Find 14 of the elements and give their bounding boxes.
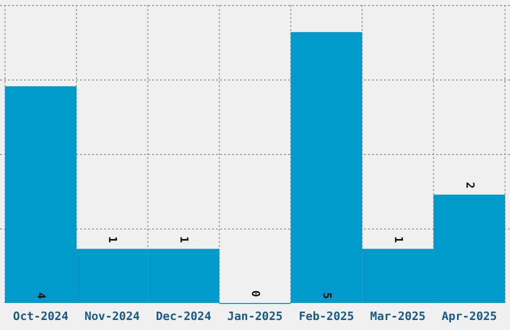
x-tick-label: Dec-2024 [156,309,212,323]
data-label: 1 [178,236,191,244]
x-tick-label: Oct-2024 [13,309,68,323]
data-label: 5 [320,292,334,299]
data-label: 1 [392,236,405,244]
data-label: 1 [106,236,120,244]
data-label: 4 [34,292,48,300]
x-tick-label: Feb-2025 [298,309,354,323]
x-tick-label: Nov-2024 [84,309,140,323]
data-label: 2 [463,182,476,189]
x-tick-label: Mar-2025 [370,309,426,323]
x-tick-label: Apr-2025 [442,309,498,323]
data-label: 0 [248,290,262,297]
x-tick-label: Jan-2025 [227,309,283,323]
